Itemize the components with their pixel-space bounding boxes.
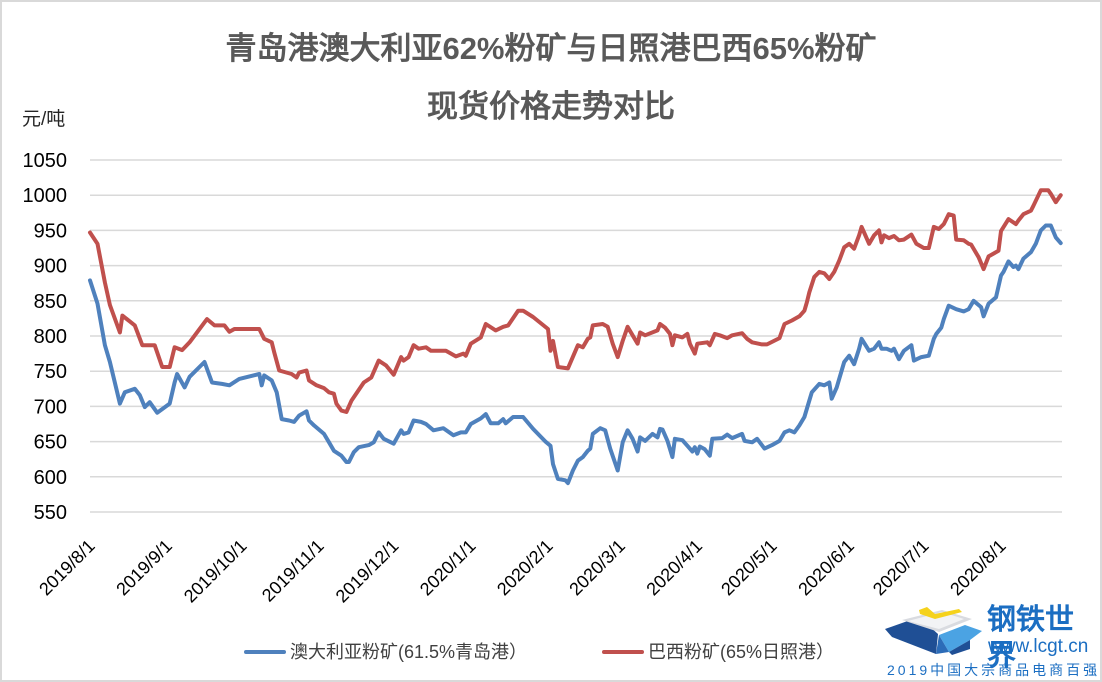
legend-label-brazil-fines: 巴西粉矿(65%日照港） (648, 642, 835, 662)
x-tick-label: 2019/11/1 (258, 536, 328, 606)
logo-brand-name: 钢铁世界 (987, 604, 1075, 672)
logo-slogan: 2019中国大宗商品电商百强 (887, 662, 1101, 678)
legend-label-australia-fines: 澳大利亚粉矿(61.5%青岛港） (290, 642, 528, 662)
x-axis-tick-labels: 2019/8/1 2019/9/1 2019/10/1 2019/11/1 2019/1… (35, 536, 1010, 607)
y-tick-label: 750 (34, 361, 67, 383)
y-axis-unit-label: 元/吨 (22, 109, 66, 130)
series-line-australia-fines (88, 223, 1063, 486)
lcgt-logo-icon (885, 607, 982, 655)
legend-line-swatch-blue (244, 650, 286, 654)
y-tick-label: 550 (34, 502, 67, 524)
x-tick-label: 2020/2/1 (493, 536, 557, 600)
legend-item-australia-fines[interactable]: 澳大利亚粉矿(61.5%青岛港） (244, 640, 527, 664)
x-tick-label: 2019/10/1 (180, 536, 251, 607)
y-tick-label: 850 (34, 291, 67, 313)
y-axis-tick-labels: 550 600 650 700 750 800 850 900 950 1000 1050 (23, 150, 68, 524)
y-tick-label: 900 (34, 256, 67, 278)
legend-line-swatch-red (602, 650, 644, 654)
chart-title-line-2: 现货价格走势对比 (427, 89, 675, 124)
x-tick-label: 2020/3/1 (565, 536, 629, 600)
y-tick-label: 650 (34, 432, 67, 454)
y-tick-label: 700 (34, 396, 67, 418)
logo-website-url[interactable]: www.lcgt.cn (988, 636, 1089, 657)
y-tick-label: 1000 (23, 185, 68, 207)
gridlines (90, 159, 1062, 513)
x-tick-label: 2020/6/1 (794, 536, 858, 600)
y-tick-label: 600 (34, 467, 67, 489)
y-tick-label: 950 (34, 220, 67, 242)
x-tick-label: 2019/9/1 (112, 536, 176, 600)
y-tick-label: 800 (34, 326, 67, 348)
chart-title-line-1: 青岛港澳大利亚62%粉矿与日照港巴西65%粉矿 (225, 31, 877, 66)
y-tick-label: 1050 (23, 150, 68, 172)
x-tick-label: 2020/7/1 (869, 536, 933, 600)
x-tick-label: 2020/4/1 (642, 536, 706, 600)
x-tick-label: 2020/1/1 (416, 536, 480, 600)
x-tick-label: 2019/8/1 (35, 536, 99, 600)
x-tick-label: 2019/12/1 (332, 536, 403, 607)
legend-item-brazil-fines[interactable]: 巴西粉矿(65%日照港） (602, 640, 834, 664)
x-tick-label: 2020/5/1 (717, 536, 781, 600)
x-tick-label: 2020/8/1 (946, 536, 1010, 600)
data-series (88, 188, 1063, 486)
series-line-brazil-fines (88, 188, 1063, 414)
